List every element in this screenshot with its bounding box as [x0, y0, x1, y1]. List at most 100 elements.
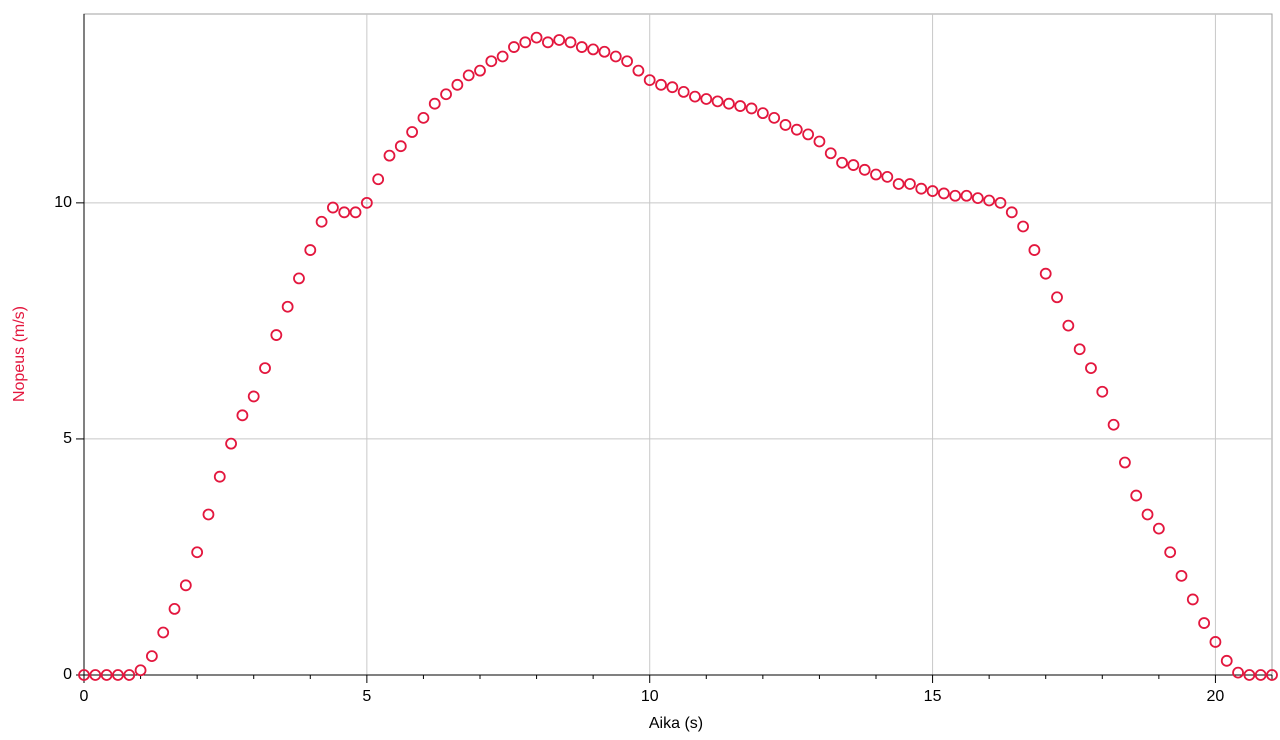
data-point [836, 156, 848, 169]
data-point [338, 206, 351, 219]
data-point [926, 185, 939, 197]
data-point [892, 178, 905, 190]
data-point [496, 50, 509, 63]
data-point [915, 182, 928, 195]
data-point [1096, 385, 1109, 398]
data-point [1220, 654, 1233, 667]
data-point [937, 187, 950, 200]
data-point [451, 78, 464, 91]
data-point [1266, 669, 1278, 681]
data-point [508, 41, 520, 53]
x-tick-label: 10 [641, 688, 659, 705]
data-point [134, 664, 147, 677]
plot-frame [83, 13, 1273, 676]
y-axis-label: Nopeus (m/s) [11, 306, 28, 402]
data-point [1119, 456, 1131, 469]
data-point [406, 126, 419, 138]
data-point [372, 173, 385, 186]
data-point [632, 64, 645, 77]
data-point [790, 123, 803, 136]
data-point [360, 196, 373, 209]
data-point [575, 41, 588, 53]
data-point [1039, 267, 1052, 280]
x-tick-label: 20 [1207, 688, 1225, 705]
data-point [191, 546, 204, 559]
x-tick-label: 5 [362, 688, 371, 705]
data-point [417, 111, 430, 124]
data-point [123, 669, 136, 681]
data-point [541, 36, 554, 49]
data-point [847, 159, 860, 171]
data-point [145, 650, 158, 663]
data-point [666, 81, 679, 94]
data-point [734, 100, 747, 112]
data-point [1243, 669, 1256, 681]
data-point [1209, 636, 1222, 648]
data-point [530, 31, 543, 44]
data-point [270, 329, 283, 341]
data-point [440, 88, 452, 101]
data-point [236, 409, 249, 422]
data-point [293, 272, 305, 285]
data-point [281, 300, 294, 313]
data-point [349, 206, 362, 219]
data-point [225, 437, 237, 450]
data-point [1051, 291, 1063, 304]
data-point [247, 390, 260, 403]
data-point [179, 579, 192, 592]
data-point [655, 78, 667, 91]
data-point [304, 244, 317, 256]
data-point [1164, 546, 1177, 559]
y-tick-label: 5 [63, 430, 72, 447]
data-point [870, 168, 882, 181]
data-point [745, 102, 758, 115]
data-point [327, 201, 339, 214]
data-point [1141, 508, 1154, 521]
data-point [1028, 244, 1041, 256]
data-point [157, 626, 170, 639]
data-point [723, 97, 735, 110]
data-point [1232, 666, 1244, 679]
data-point [881, 170, 894, 183]
data-point [89, 669, 102, 681]
data-point [949, 189, 962, 202]
data-point [564, 36, 577, 49]
data-point [971, 192, 984, 205]
y-tick-label: 10 [54, 194, 72, 211]
data-point [858, 163, 871, 176]
x-tick-label: 15 [924, 688, 942, 705]
data-point [213, 470, 226, 483]
data-point [983, 194, 996, 207]
data-point [779, 119, 792, 131]
data-point [315, 215, 328, 228]
data-point [1085, 362, 1097, 375]
data-point [1017, 220, 1029, 233]
data-point [711, 95, 724, 108]
data-point [1152, 522, 1165, 535]
data-point [904, 178, 916, 190]
data-point [609, 50, 622, 63]
x-tick-label: 0 [80, 688, 89, 705]
data-point [768, 111, 781, 124]
x-axis-label: Aika (s) [649, 715, 703, 732]
data-point [1073, 343, 1086, 356]
data-point [1175, 569, 1188, 582]
data-point [960, 189, 973, 202]
data-point [1254, 669, 1267, 681]
data-point [394, 140, 407, 153]
data-point [100, 669, 113, 681]
data-point [621, 55, 633, 68]
data-point [462, 69, 475, 82]
data-point [485, 55, 498, 68]
data-point [1198, 617, 1211, 629]
data-point [1186, 593, 1199, 606]
data-point [1130, 489, 1143, 502]
data-point [802, 128, 815, 141]
data-point [1005, 206, 1018, 219]
data-point [428, 97, 441, 110]
data-point [553, 34, 566, 46]
data-point [643, 74, 656, 86]
data-point [474, 64, 486, 77]
data-point [598, 45, 611, 58]
